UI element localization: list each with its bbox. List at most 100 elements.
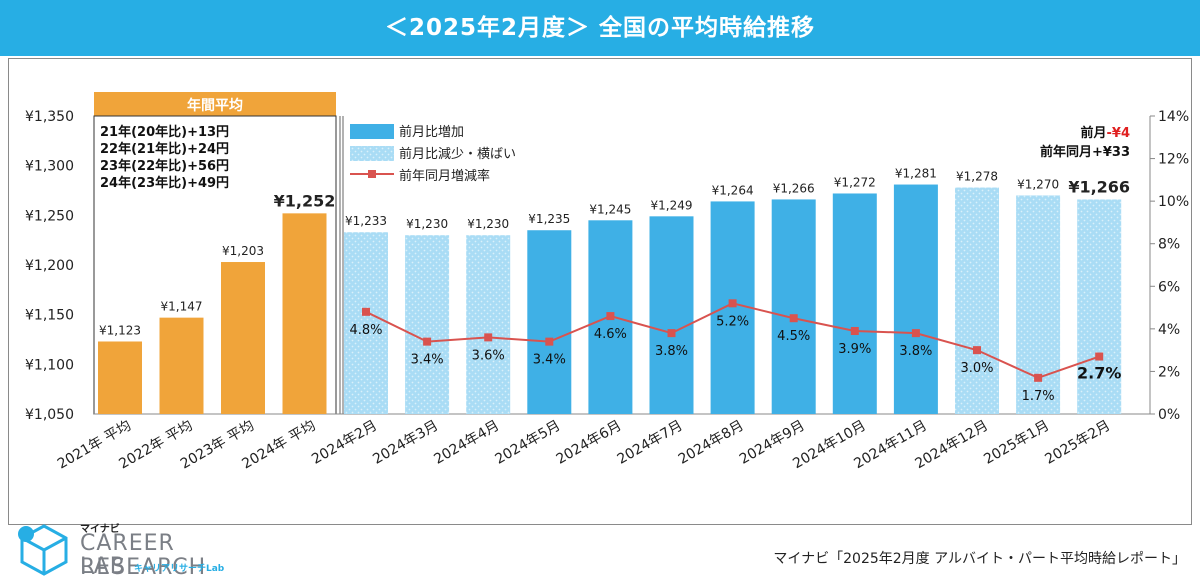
brand-small: マイナビ — [80, 524, 120, 535]
callout-yoy-label: 前年同月 — [1040, 144, 1092, 160]
callout-mom: 前月-¥4 — [1080, 125, 1130, 141]
y-right-tick-label: 10% — [1158, 194, 1189, 210]
y-ticks-right: 14% 12% 10% 8% 6% 4% 2% 0% — [1150, 109, 1189, 423]
x-tick-label: 2025年1月 — [981, 418, 1052, 468]
x-tick-label: 2024年3月 — [370, 418, 441, 468]
callout-mom-label: 前月 — [1080, 125, 1106, 141]
bar — [771, 199, 816, 414]
brand-kana: キャリアリサーチLab — [134, 564, 225, 574]
brand-line2: LAB — [80, 554, 126, 579]
legend-label-increase: 前月比増加 — [399, 124, 464, 140]
bar-value-label: ¥1,281 — [895, 167, 937, 181]
brand-logo: マイナビ CAREER RESEARCH LAB キャリアリサーチLab — [14, 520, 274, 580]
rate-marker — [484, 333, 493, 342]
rate-label: 3.0% — [960, 361, 993, 376]
x-tick-label: 2024年2月 — [309, 418, 380, 468]
brand-line1: CAREER RESEARCH — [80, 531, 207, 580]
rate-marker — [606, 312, 615, 321]
rate-marker — [423, 337, 432, 346]
source-note: マイナビ「2025年2月度 アルバイト・パート平均時給レポート」 — [773, 551, 1186, 567]
x-tick-label: 2024年8月 — [676, 418, 747, 468]
bar — [98, 341, 142, 414]
y-tick-label: ¥1,300 — [25, 159, 74, 175]
bar — [344, 232, 388, 414]
rate-marker — [973, 346, 981, 355]
bar-value-label: ¥1,147 — [161, 300, 203, 314]
y-right-tick-label: 12% — [1158, 152, 1189, 168]
rate-label: 3.4% — [411, 353, 444, 368]
bar-value-label: ¥1,235 — [528, 212, 570, 226]
bar — [221, 262, 265, 414]
bar — [466, 235, 511, 414]
bar-value-label: ¥1,270 — [1017, 177, 1059, 191]
bar-value-label: ¥1,266 — [1068, 177, 1130, 196]
rate-line: 4.8% 3.4% 3.6% 3.4% 4.6% 3.8% 5.2% 4.5% 3.9% 3.8%… — [349, 299, 1121, 404]
rate-marker — [850, 326, 859, 335]
legend-swatch-line-marker — [368, 170, 376, 178]
y-tick-label: ¥1,150 — [25, 308, 74, 324]
bars — [98, 184, 1122, 414]
rate-label: 4.5% — [777, 329, 810, 344]
rate-label: 3.8% — [899, 344, 932, 359]
rate-marker — [667, 329, 676, 338]
callout-yoy: 前年同月+¥33 — [1040, 144, 1130, 160]
y-tick-label: ¥1,350 — [25, 109, 74, 125]
annual-note: 23年(22年比)+56円 — [100, 159, 230, 174]
rate-label: 1.7% — [1022, 389, 1055, 404]
bar — [649, 216, 694, 414]
cube-logo-icon — [18, 524, 68, 576]
rate-label: 2.7% — [1077, 364, 1121, 383]
legend: 前月比増加 前月比減少・横ばい 前年同月増減率 — [350, 124, 516, 184]
y-right-tick-label: 0% — [1158, 407, 1180, 423]
bar — [159, 317, 204, 414]
change-callout: 前月-¥4 前年同月+¥33 — [1040, 125, 1130, 160]
rate-marker — [1034, 373, 1043, 382]
bar-value-label: ¥1,264 — [712, 183, 754, 197]
x-tick-label: 2024年6月 — [554, 418, 625, 468]
bar-value-label: ¥1,272 — [834, 175, 876, 189]
y-right-tick-label: 6% — [1158, 279, 1180, 295]
y-tick-label: ¥1,200 — [25, 258, 74, 274]
annual-note: 22年(21年比)+24円 — [100, 142, 230, 157]
rate-label: 3.9% — [838, 342, 871, 357]
callout-yoy-value: +¥33 — [1092, 145, 1130, 160]
bar-value-label: ¥1,230 — [406, 217, 448, 231]
bar-value-label: ¥1,203 — [222, 244, 264, 258]
bar — [832, 193, 877, 414]
bar — [955, 187, 999, 414]
x-tick-label: 2025年2月 — [1042, 418, 1113, 468]
annual-header-label: 年間平均 — [187, 97, 243, 114]
x-tick-label: 2024年4月 — [431, 418, 502, 468]
rate-marker — [545, 337, 554, 346]
callout-mom-value: -¥4 — [1107, 126, 1131, 141]
annual-notes: 21年(20年比)+13円 22年(21年比)+24円 23年(22年比)+56… — [100, 124, 229, 192]
bar-value-label: ¥1,266 — [773, 181, 815, 195]
bar-value-label: ¥1,249 — [651, 198, 693, 212]
rate-label: 3.4% — [533, 353, 566, 368]
bar-value-label: ¥1,123 — [99, 323, 141, 337]
bar-labels: ¥1,123 ¥1,147 ¥1,203 ¥1,252 ¥1,233 ¥1,230 ¥1,2… — [99, 167, 1130, 338]
bar — [893, 184, 938, 414]
bar-value-label: ¥1,278 — [956, 170, 998, 184]
bar-value-label: ¥1,230 — [467, 217, 509, 231]
rate-marker — [911, 329, 920, 338]
rate-marker — [362, 307, 370, 316]
bar — [527, 230, 572, 414]
legend-label-line: 前年同月増減率 — [399, 168, 490, 184]
rate-label: 3.8% — [655, 344, 688, 359]
x-tick-label: 2024年5月 — [492, 418, 563, 468]
page-title: ＜2025年2月度＞ 全国の平均時給推移 — [0, 0, 1200, 56]
bar-value-label: ¥1,233 — [345, 214, 387, 228]
annual-note: 24年(23年比)+49円 — [100, 176, 230, 191]
bar — [282, 213, 327, 414]
legend-swatch-decrease — [350, 146, 394, 161]
rate-marker — [1095, 352, 1104, 361]
x-tick-label: 2024年7月 — [615, 418, 686, 468]
annual-note: 21年(20年比)+13円 — [100, 125, 230, 140]
y-tick-label: ¥1,100 — [25, 357, 74, 373]
y-right-tick-label: 14% — [1158, 109, 1189, 125]
bar-value-label: ¥1,252 — [274, 191, 336, 210]
